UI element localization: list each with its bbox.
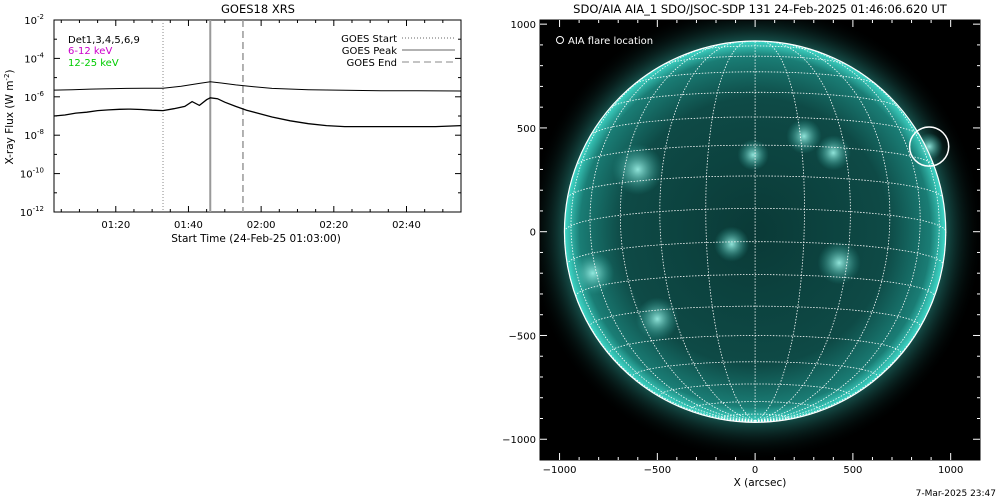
goes-legend-end-label: GOES End bbox=[347, 58, 397, 69]
aia-plot-frame bbox=[539, 19, 981, 461]
goes-series bbox=[53, 81, 462, 128]
aia-active-region bbox=[635, 297, 679, 341]
aia-active-region bbox=[817, 241, 861, 285]
aia-y-tick-label: −1000 bbox=[502, 435, 536, 446]
aia-grid-line bbox=[575, 144, 935, 167]
aia-x-tick-label: 500 bbox=[843, 465, 862, 476]
goes-legend-peak-label: GOES Peak bbox=[342, 46, 397, 57]
goes-y-axis: 10-2 10-4 10-6 10-8 10-10 10-12 bbox=[20, 13, 461, 219]
aia-active-region bbox=[714, 226, 750, 262]
goes-series-line-2 bbox=[53, 97, 462, 128]
aia-flare-marker bbox=[908, 126, 950, 167]
goes-xrs-chart: GOES18 XRS 10-2 10-4 10-6 10-8 10-10 10-12 01… bbox=[3, 2, 462, 245]
footer-timestamp: 7-Mar-2025 23:47 bbox=[916, 489, 996, 499]
aia-grid-line bbox=[754, 41, 851, 422]
aia-legend-symbol bbox=[556, 36, 564, 44]
goes-legend-start-label: GOES Start bbox=[341, 34, 397, 45]
aia-y-tick-label: 500 bbox=[517, 124, 536, 135]
aia-x-axis: −1000 −500 0 500 1000 bbox=[543, 20, 963, 476]
aia-active-region bbox=[786, 118, 822, 154]
goes-channel-label-high-energy: 12-25 keV bbox=[68, 58, 119, 69]
aia-grid-line bbox=[575, 274, 935, 297]
goes-series-line-1 bbox=[53, 81, 462, 92]
aia-legend-label: AIA flare location bbox=[568, 36, 653, 47]
goes-event-lines bbox=[162, 20, 244, 212]
aia-y-tick-label: 1000 bbox=[511, 20, 536, 31]
aia-grid-line bbox=[659, 383, 851, 399]
aia-active-region bbox=[915, 132, 943, 161]
aia-grid-line bbox=[566, 241, 944, 265]
goes-legend: GOES Start GOES Peak GOES End bbox=[341, 34, 455, 69]
goes-x-tick-label: 01:40 bbox=[174, 220, 203, 231]
goes-y-tick-label: 10-4 bbox=[24, 51, 44, 65]
goes-y-tick-label: 10-6 bbox=[24, 90, 44, 104]
aia-y-tick-label: 0 bbox=[530, 228, 536, 239]
aia-grid-line bbox=[754, 420, 761, 423]
aia-solar-limb bbox=[563, 40, 947, 423]
goes-y-tick-label: 10-10 bbox=[20, 167, 44, 181]
aia-active-region bbox=[737, 139, 769, 171]
aia-y-axis: 1000 500 0 −500 −1000 bbox=[502, 20, 980, 446]
aia-image-chart: SDO/AIA AIA_1 SDO/JSOC-SDP 131 24-Feb-20… bbox=[502, 2, 981, 489]
aia-grid-line bbox=[567, 175, 943, 198]
aia-grid-line bbox=[589, 45, 756, 422]
aia-grid-line bbox=[662, 55, 848, 66]
aia-grid-line bbox=[755, 45, 921, 422]
goes-chart-title: GOES18 XRS bbox=[221, 2, 295, 16]
goes-y-axis-label: X-ray Flux (W m-2) bbox=[3, 69, 16, 164]
aia-active-region bbox=[612, 144, 664, 195]
aia-grid-line bbox=[705, 40, 756, 422]
goes-x-tick-label: 02:40 bbox=[392, 220, 421, 231]
goes-y-tick-label: 10-12 bbox=[20, 205, 44, 219]
goes-y-tick-label: 10-8 bbox=[24, 128, 44, 142]
goes-channel-label-low-energy: 6-12 keV bbox=[68, 46, 112, 57]
aia-grid-line bbox=[689, 401, 821, 413]
aia-grid-line bbox=[609, 91, 901, 109]
goes-channel-label-detectors: Det1,3,4,5,6,9 bbox=[68, 35, 140, 46]
goes-plot-frame bbox=[53, 19, 462, 213]
goes-x-tick-label: 02:20 bbox=[319, 220, 348, 231]
aia-active-region bbox=[815, 135, 851, 171]
aia-image-content bbox=[540, 20, 980, 460]
goes-x-axis-label: Start Time (24-Feb-25 01:03:00) bbox=[171, 233, 341, 245]
aia-grid-line bbox=[659, 41, 756, 422]
aia-x-axis-label: X (arcsec) bbox=[734, 477, 787, 489]
aia-heliographic-grid bbox=[564, 40, 947, 423]
aia-y-tick-label: −500 bbox=[509, 331, 536, 342]
aia-grid-line bbox=[619, 42, 756, 422]
goes-channel-labels: Det1,3,4,5,6,9 6-12 keV 12-25 keV bbox=[68, 35, 140, 69]
aia-legend: AIA flare location bbox=[556, 36, 653, 47]
aia-grid-line bbox=[755, 42, 891, 422]
goes-y-tick-label: 10-2 bbox=[24, 13, 44, 27]
aia-active-region bbox=[571, 251, 615, 295]
aia-chart-title: SDO/AIA AIA_1 SDO/JSOC-SDP 131 24-Feb-20… bbox=[573, 2, 948, 16]
aia-grid-line bbox=[754, 40, 805, 422]
aia-x-tick-label: −1000 bbox=[543, 465, 577, 476]
goes-x-tick-label: 01:20 bbox=[101, 220, 130, 231]
aia-x-tick-label: 0 bbox=[752, 465, 758, 476]
aia-grid-line bbox=[632, 361, 879, 379]
aia-x-tick-label: −500 bbox=[644, 465, 671, 476]
goes-x-tick-label: 02:00 bbox=[247, 220, 276, 231]
aia-grid-line bbox=[589, 305, 921, 328]
aia-x-tick-label: 1000 bbox=[938, 465, 963, 476]
